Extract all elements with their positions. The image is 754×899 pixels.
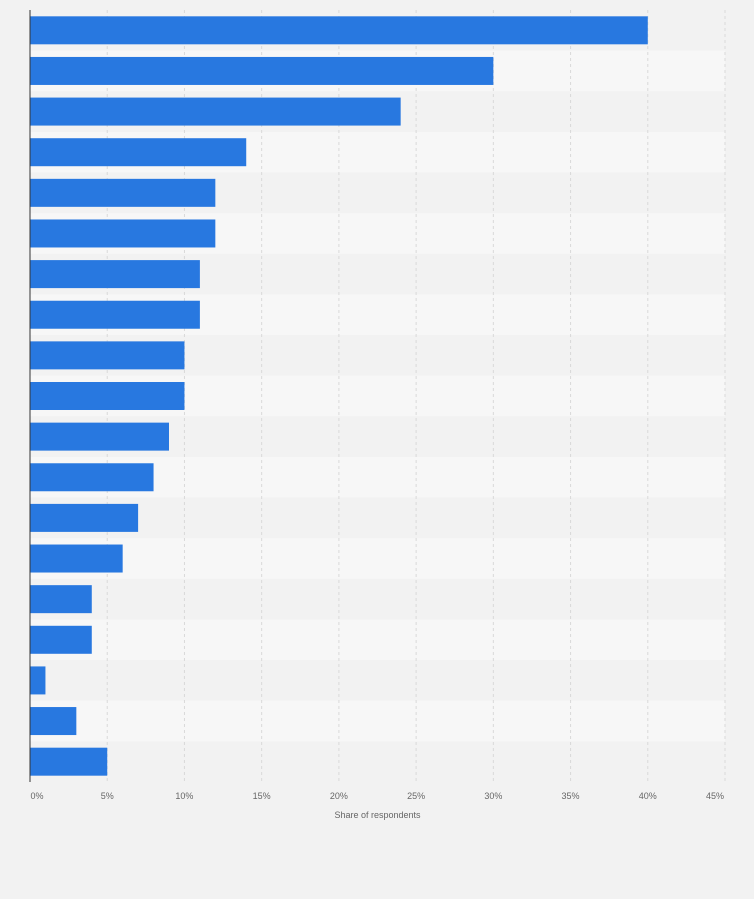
bar[interactable] [30, 747, 108, 776]
bar[interactable] [30, 138, 247, 167]
bar[interactable] [30, 260, 200, 289]
bar[interactable] [30, 707, 77, 736]
x-tick-label: 35% [562, 791, 580, 801]
row-band [30, 700, 725, 742]
x-tick-label: 10% [175, 791, 193, 801]
bar[interactable] [30, 300, 200, 329]
bar[interactable] [30, 16, 648, 45]
x-axis-title: Share of respondents [334, 810, 421, 820]
x-axis-ticks: 0% 5% 10% 15% 20% 25% 30% 35% 40% 45% [30, 791, 724, 801]
row-band [30, 619, 725, 661]
row-band [30, 497, 725, 539]
bar[interactable] [30, 666, 46, 695]
row-band [30, 538, 725, 579]
bar[interactable] [30, 97, 401, 126]
x-tick-label: 0% [30, 791, 43, 801]
row-band [30, 660, 725, 701]
bar[interactable] [30, 341, 185, 370]
x-tick-label: 25% [407, 791, 425, 801]
bar[interactable] [30, 544, 123, 573]
bar[interactable] [30, 56, 494, 85]
x-tick-label: 30% [484, 791, 502, 801]
bars [30, 16, 648, 776]
x-tick-label: 20% [330, 791, 348, 801]
x-tick-label: 45% [706, 791, 724, 801]
row-band [30, 741, 725, 782]
bar[interactable] [30, 382, 185, 410]
bar[interactable] [30, 463, 154, 492]
bar[interactable] [30, 503, 139, 532]
bar[interactable] [30, 219, 216, 248]
x-tick-label: 5% [101, 791, 114, 801]
bar[interactable] [30, 178, 216, 207]
bar[interactable] [30, 422, 169, 451]
bar[interactable] [30, 625, 92, 654]
bar[interactable] [30, 585, 92, 614]
row-band [30, 578, 725, 620]
x-tick-label: 15% [253, 791, 271, 801]
x-tick-label: 40% [639, 791, 657, 801]
